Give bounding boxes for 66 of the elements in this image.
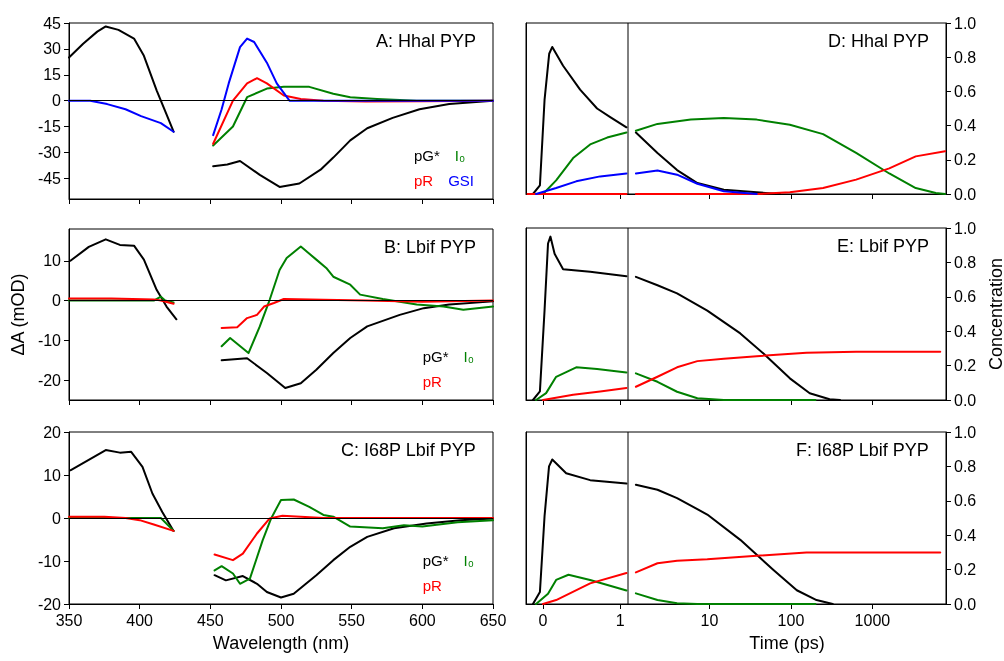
text: I₀ xyxy=(454,147,466,164)
y-tick-label: 1.0 xyxy=(954,14,977,32)
x-tick-label: 100 xyxy=(777,611,805,629)
y-tick-label: -10 xyxy=(37,331,62,349)
y-tick-label: 10 xyxy=(43,466,62,484)
y-tick-label: 0.2 xyxy=(954,357,977,375)
y-tick-label: 15 xyxy=(43,66,62,84)
text: I₀ xyxy=(463,552,475,569)
y-tick-label: -45 xyxy=(37,169,62,187)
y-tick-label: 0.8 xyxy=(954,253,977,271)
y-tick-label: 0.6 xyxy=(954,288,977,306)
y-tick-label: 1.0 xyxy=(954,423,977,441)
y-tick-label: -15 xyxy=(37,118,62,136)
y-tick-label: 45 xyxy=(43,14,62,32)
series-label: pG* xyxy=(422,552,449,569)
y-tick-label: 30 xyxy=(43,40,62,58)
x-tick-label: 550 xyxy=(338,611,366,629)
y-tick-label: 1.0 xyxy=(954,219,977,237)
y-tick-label: 0.4 xyxy=(954,322,977,340)
chart-title: D: Hhal PYP xyxy=(827,31,930,51)
x-tick-label: 400 xyxy=(126,611,154,629)
y-tick-label: 0.6 xyxy=(954,82,977,100)
x-tick-label: 350 xyxy=(55,611,83,629)
text: pR xyxy=(422,577,443,594)
x-tick-label: 1000 xyxy=(854,611,891,629)
x-tick-label: 0 xyxy=(538,611,548,629)
y-tick-label: -20 xyxy=(37,371,62,389)
x-tick-label: 650 xyxy=(479,611,507,629)
y-tick-label: 0.0 xyxy=(954,391,977,409)
y-tick-label: 0.0 xyxy=(954,185,977,203)
y-tick-label: -30 xyxy=(37,143,62,161)
y-tick-label: -20 xyxy=(37,595,62,613)
text: pG* xyxy=(413,147,440,164)
x-axis-title: Wavelength (nm) xyxy=(212,633,350,653)
text: pR xyxy=(413,172,434,189)
text: GSI xyxy=(448,172,474,189)
x-tick-label: 600 xyxy=(408,611,436,629)
text: pR xyxy=(422,373,443,390)
y-tick-label: 0 xyxy=(52,292,62,310)
y-tick-label: 0.0 xyxy=(954,595,977,613)
y-tick-label: 0 xyxy=(52,92,62,110)
chart-title: E: Lbif PYP xyxy=(836,236,930,256)
x-tick-label: 500 xyxy=(267,611,295,629)
chart-title: A: Hhal PYP xyxy=(375,31,476,51)
text: pG* xyxy=(422,348,449,365)
y-axis-title: ΔA (mOD) xyxy=(7,273,28,356)
x-tick-label: 1 xyxy=(615,611,625,629)
chart-title: F: I68P Lbif PYP xyxy=(795,440,929,460)
y-tick-label: 0.8 xyxy=(954,457,977,475)
y-tick-label: 0.4 xyxy=(954,526,977,544)
chart-title: C: I68P Lbif PYP xyxy=(340,440,476,460)
y-tick-label: 10 xyxy=(43,252,62,270)
y-tick-label: 20 xyxy=(43,423,62,441)
y-tick-label: 0 xyxy=(52,509,62,527)
x-axis-title: Time (ps) xyxy=(749,633,825,653)
y-tick-label: 0.2 xyxy=(954,151,977,169)
y-axis-title: Concentration xyxy=(986,257,1004,371)
y-tick-label: 0.4 xyxy=(954,117,977,135)
x-tick-label: 10 xyxy=(700,611,719,629)
y-tick-label: 0.6 xyxy=(954,492,977,510)
y-tick-label: 0.2 xyxy=(954,561,977,579)
y-tick-label: 0.8 xyxy=(954,48,977,66)
x-tick-label: 450 xyxy=(196,611,224,629)
chart-title: B: Lbif PYP xyxy=(383,237,477,257)
text: I₀ xyxy=(463,348,475,365)
y-tick-label: -10 xyxy=(37,552,62,570)
